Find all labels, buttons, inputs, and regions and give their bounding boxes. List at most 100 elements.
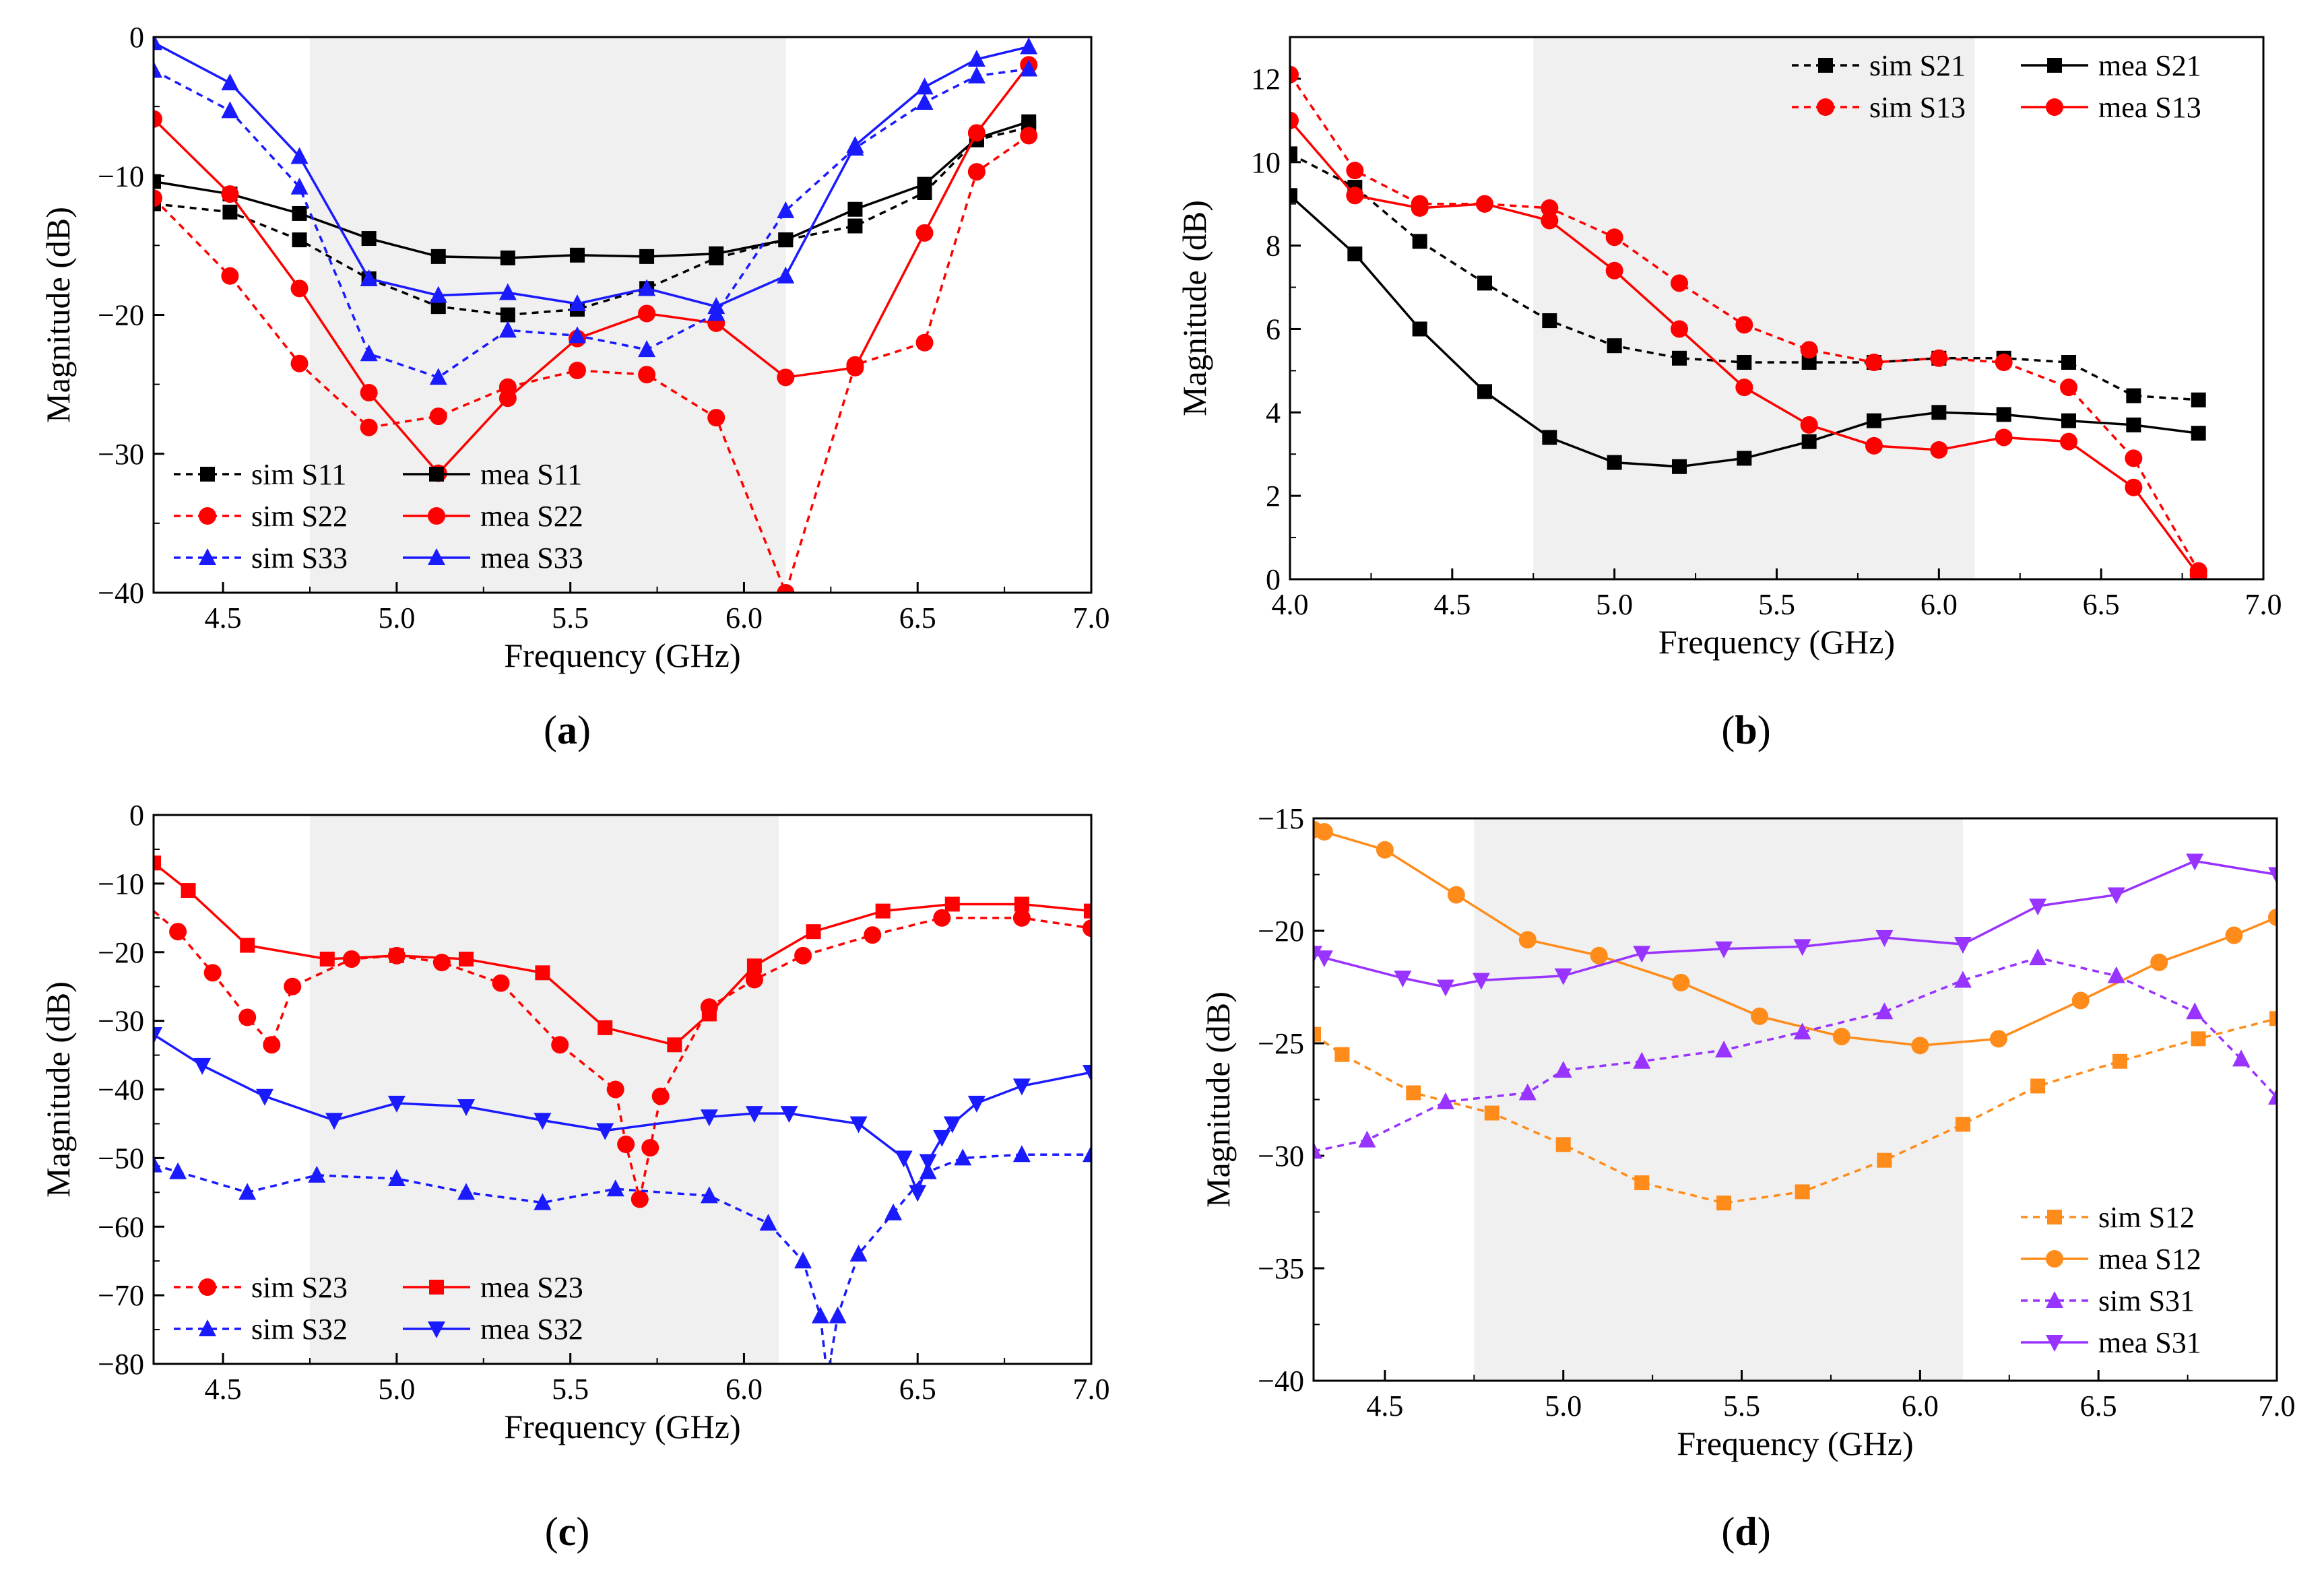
data-point bbox=[1518, 1083, 1537, 1101]
data-point bbox=[829, 1306, 847, 1323]
data-point bbox=[222, 204, 238, 220]
data-point bbox=[596, 1123, 614, 1140]
data-point bbox=[1394, 971, 1412, 988]
data-point bbox=[1800, 416, 1818, 434]
y-tick-label: −15 bbox=[1258, 802, 1304, 835]
data-point bbox=[1865, 436, 1883, 455]
data-point bbox=[1751, 1007, 1769, 1025]
data-point bbox=[909, 1185, 927, 1202]
data-point bbox=[1995, 354, 2013, 371]
y-tick-label: −35 bbox=[1258, 1252, 1304, 1285]
series-line-sim-s32 bbox=[154, 1153, 1091, 1364]
data-point bbox=[2029, 948, 2047, 966]
data-point bbox=[794, 1251, 812, 1269]
data-point bbox=[759, 1214, 777, 1231]
data-point bbox=[1634, 1175, 1650, 1191]
data-point bbox=[1346, 187, 1364, 205]
data-point bbox=[2107, 887, 2125, 905]
legend-entry-label: mea S12 bbox=[2098, 1243, 2201, 1276]
data-point bbox=[707, 297, 725, 315]
data-point bbox=[1020, 37, 1038, 55]
x-tick-label: 4.5 bbox=[1433, 588, 1471, 621]
data-point bbox=[1801, 355, 1817, 370]
legend-swatch-marker bbox=[429, 1280, 444, 1295]
data-point bbox=[606, 1179, 624, 1197]
x-tick-label: 5.0 bbox=[1596, 588, 1633, 621]
data-point bbox=[2191, 392, 2206, 407]
data-point bbox=[884, 1203, 903, 1220]
data-point bbox=[933, 1130, 951, 1147]
data-point bbox=[534, 1113, 552, 1130]
y-tick-label: 10 bbox=[1251, 146, 1281, 179]
data-point bbox=[617, 1136, 635, 1153]
data-point bbox=[1989, 1030, 2007, 1048]
data-point bbox=[1716, 1196, 1732, 1211]
legend: sim S23 mea S23 sim S32 mea S32 bbox=[174, 1271, 583, 1346]
data-point bbox=[498, 321, 517, 338]
data-point bbox=[667, 1037, 682, 1053]
data-point bbox=[221, 267, 239, 285]
data-point bbox=[154, 174, 161, 189]
data-point bbox=[777, 201, 795, 218]
data-point bbox=[1012, 909, 1031, 927]
data-point bbox=[290, 147, 309, 164]
data-point bbox=[944, 896, 960, 912]
data-point bbox=[638, 366, 656, 384]
data-point bbox=[1554, 1061, 1572, 1078]
legend-swatch-marker bbox=[1817, 98, 1834, 116]
data-point bbox=[641, 1139, 659, 1157]
data-point bbox=[933, 909, 951, 927]
series-line-mea-s22 bbox=[154, 64, 1030, 476]
data-point bbox=[651, 1087, 670, 1105]
data-point bbox=[1084, 903, 1091, 919]
data-point bbox=[1290, 146, 1297, 162]
data-point bbox=[1605, 228, 1623, 247]
chart-panel-b: 4.0 4.5 5.0 5.5 6.0 6.5 7.0 0 2 4 6 8 10 12 Frequency … bbox=[1175, 36, 2282, 661]
data-point bbox=[1012, 1078, 1031, 1096]
data-point bbox=[1020, 127, 1038, 145]
y-tick-label: −30 bbox=[1258, 1140, 1304, 1173]
series-group bbox=[154, 855, 1091, 1385]
legend-swatch-marker bbox=[428, 507, 445, 525]
data-point bbox=[1477, 275, 1492, 291]
data-point bbox=[1671, 320, 1688, 338]
data-point bbox=[811, 1306, 829, 1323]
legend-entry-label: mea S31 bbox=[2098, 1326, 2201, 1359]
y-tick-label: −80 bbox=[98, 1348, 144, 1381]
data-point bbox=[875, 903, 891, 919]
y-axis-label: Magnitude (dB) bbox=[1175, 200, 1213, 416]
x-tick-label: 5.0 bbox=[378, 1373, 415, 1406]
plot-frame bbox=[152, 36, 1093, 594]
data-point bbox=[638, 279, 656, 296]
data-point bbox=[1477, 384, 1492, 399]
legend-swatch-marker bbox=[2047, 58, 2062, 73]
data-point bbox=[943, 1116, 961, 1134]
data-point bbox=[534, 1193, 552, 1210]
data-point bbox=[1314, 1142, 1322, 1159]
data-point bbox=[701, 1006, 717, 1022]
data-point bbox=[568, 294, 586, 311]
data-point bbox=[308, 1165, 326, 1183]
data-point bbox=[2126, 388, 2141, 403]
data-point bbox=[360, 344, 378, 362]
legend-swatch-marker bbox=[428, 548, 445, 565]
y-tick-label: −25 bbox=[1258, 1027, 1304, 1060]
data-point bbox=[360, 269, 378, 286]
data-point bbox=[432, 954, 451, 972]
y-tick-label: −30 bbox=[98, 438, 144, 471]
data-point bbox=[292, 232, 307, 248]
x-tick-label: 6.5 bbox=[2083, 588, 2120, 621]
data-point bbox=[500, 250, 515, 265]
data-point bbox=[967, 163, 986, 181]
data-point bbox=[1672, 459, 1687, 474]
data-point bbox=[1735, 316, 1753, 334]
data-point bbox=[1737, 451, 1752, 466]
y-tick-label: −20 bbox=[98, 936, 144, 969]
data-point bbox=[2150, 953, 2168, 971]
data-point bbox=[954, 1148, 972, 1166]
data-point bbox=[864, 926, 882, 944]
x-tick-label: 5.5 bbox=[1723, 1389, 1760, 1422]
data-point bbox=[154, 189, 162, 207]
series-line-mea-s33 bbox=[154, 41, 1029, 308]
data-point bbox=[818, 1368, 836, 1385]
